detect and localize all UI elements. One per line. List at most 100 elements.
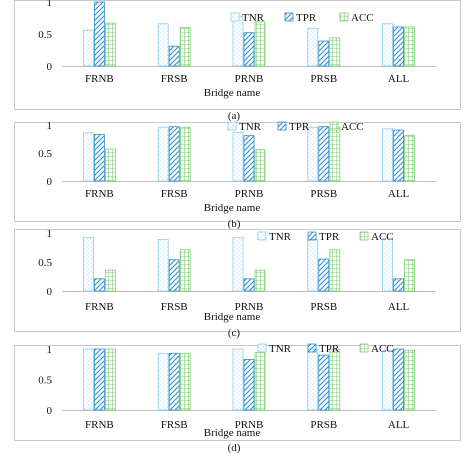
bar-tpr-all xyxy=(393,278,405,292)
bar-tpr-prnb xyxy=(243,32,255,67)
legend-label-tnr: TNR xyxy=(269,343,292,355)
bar-acc-frnb xyxy=(105,348,116,411)
legend-swatch-acc xyxy=(359,343,369,353)
bar-tpr-all xyxy=(393,26,405,67)
legend-swatch-acc xyxy=(329,121,339,131)
bar-acc-frsb xyxy=(179,126,191,182)
x-tick-label: PRNB xyxy=(235,188,264,200)
bar-acc-frnb xyxy=(105,148,116,182)
legend-swatch-tpr xyxy=(307,231,317,241)
bar-tpr-prsb xyxy=(318,258,330,292)
bar-tpr-prnb xyxy=(243,135,255,182)
legend-label-tpr: TPR xyxy=(289,121,310,133)
bar-acc-prnb xyxy=(254,352,266,411)
panel-border xyxy=(14,345,461,441)
legend-swatch-tpr xyxy=(277,121,287,131)
legend-swatch-tnr xyxy=(227,121,237,131)
bar-tpr-frsb xyxy=(168,45,180,67)
legend-swatch-acc xyxy=(339,12,349,22)
panel-caption: (b) xyxy=(228,218,241,230)
legend-label-acc: ACC xyxy=(371,231,394,243)
y-tick-label: 0 xyxy=(47,61,53,73)
x-tick-label: PRNB xyxy=(235,301,264,313)
chart-panel-3: 0 0.5 1 FRNB FRSB PRNB PRSB ALL Bridge name TNR TP… xyxy=(14,228,461,339)
chart-panel-2: 0 0.5 1 FRNB FRSB PRNB PRSB ALL Bridge name TNR TP… xyxy=(14,120,461,230)
bar-acc-frnb xyxy=(105,22,116,67)
x-tick-label: FRNB xyxy=(85,73,114,85)
bar-tpr-frnb xyxy=(94,1,105,67)
bar-tpr-frnb xyxy=(94,348,105,411)
bar-tpr-prsb xyxy=(318,40,330,67)
bar-tnr-prsb xyxy=(307,238,319,292)
bar-tnr-prsb xyxy=(307,126,319,182)
bar-acc-all xyxy=(404,26,416,67)
bar-acc-prnb xyxy=(254,149,266,182)
y-tick-label: 0 xyxy=(47,405,53,417)
panel-caption: (d) xyxy=(228,442,241,454)
legend-swatch-tnr xyxy=(230,12,240,22)
y-tick-label: 1 xyxy=(47,120,53,132)
bar-acc-frsb xyxy=(179,27,191,67)
legend-label-tpr: TPR xyxy=(296,12,317,24)
bar-tnr-frnb xyxy=(83,29,94,67)
bar-tpr-frsb xyxy=(168,352,180,411)
legend-label-acc: ACC xyxy=(371,343,394,355)
bar-tnr-all xyxy=(382,128,394,182)
x-tick-label: PRSB xyxy=(310,301,337,313)
bar-acc-prsb xyxy=(329,37,341,67)
bar-tnr-prsb xyxy=(307,27,319,67)
bar-tnr-frnb xyxy=(83,348,94,411)
x-axis-label: Bridge name xyxy=(204,202,261,214)
panel-border xyxy=(14,0,461,110)
bar-tnr-all xyxy=(382,23,394,67)
legend-swatch-tpr xyxy=(284,12,294,22)
x-tick-label: PRSB xyxy=(310,419,337,431)
bar-tnr-all xyxy=(382,237,394,292)
y-tick-label: 0.5 xyxy=(38,148,52,160)
bar-tpr-prnb xyxy=(243,278,255,292)
y-tick-label: 1 xyxy=(47,344,53,356)
bar-tpr-all xyxy=(393,348,405,411)
bar-tnr-frsb xyxy=(157,352,169,411)
bar-tpr-all xyxy=(393,129,405,182)
bar-acc-prnb xyxy=(254,269,266,292)
x-tick-label: PRNB xyxy=(235,73,264,85)
bar-tnr-frnb xyxy=(83,132,94,182)
bar-tpr-frnb xyxy=(94,134,105,182)
bar-tnr-prnb xyxy=(232,131,244,182)
bar-tnr-frsb xyxy=(157,238,169,292)
y-tick-label: 0.5 xyxy=(38,257,52,269)
y-tick-label: 1 xyxy=(47,228,53,240)
chart-panel-1: 0 0.5 1 FRNB FRSB PRNB PRSB ALL Bridge name TNR TP… xyxy=(14,0,461,122)
bar-tpr-frsb xyxy=(168,126,180,182)
bar-acc-frsb xyxy=(179,352,191,411)
legend-swatch-tnr xyxy=(257,343,267,353)
bar-acc-all xyxy=(404,349,416,411)
y-tick-label: 1 xyxy=(47,0,53,9)
panel-border xyxy=(14,122,461,222)
bar-tnr-frnb xyxy=(83,237,94,292)
x-tick-label: FRNB xyxy=(85,301,114,313)
legend-label-acc: ACC xyxy=(341,121,364,133)
bar-tnr-frsb xyxy=(157,126,169,182)
legend-label-tnr: TNR xyxy=(269,231,292,243)
y-tick-label: 0.5 xyxy=(38,29,52,41)
x-tick-label: ALL xyxy=(388,188,410,200)
legend-label-tnr: TNR xyxy=(242,12,265,24)
legend-swatch-tnr xyxy=(257,231,267,241)
bar-tpr-frsb xyxy=(168,259,180,292)
bar-tnr-prnb xyxy=(232,348,244,411)
x-tick-label: FRSB xyxy=(161,188,188,200)
legend-label-tpr: TPR xyxy=(319,231,340,243)
bar-acc-all xyxy=(404,135,416,182)
panel-caption: (c) xyxy=(228,327,241,339)
bar-acc-prnb xyxy=(254,21,266,67)
bar-acc-all xyxy=(404,259,416,292)
legend-swatch-tpr xyxy=(307,343,317,353)
bar-acc-frsb xyxy=(179,249,191,292)
x-tick-label: PRSB xyxy=(310,73,337,85)
x-axis-label: Bridge name xyxy=(204,311,261,323)
bar-tpr-prnb xyxy=(243,358,255,411)
x-tick-label: ALL xyxy=(388,301,410,313)
